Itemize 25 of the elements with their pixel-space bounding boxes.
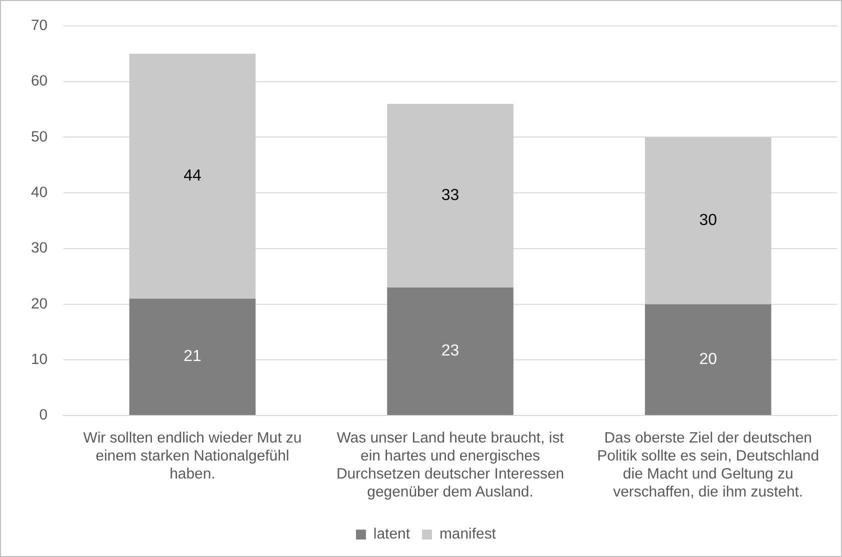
x-tick-label: Wir sollten endlich wieder Mut zu einem starken Nationalgefühl haben. xyxy=(83,430,302,482)
data-label: 23 xyxy=(441,342,460,360)
y-tick-label: 60 xyxy=(30,72,48,90)
bar xyxy=(387,104,514,288)
legend-label: manifest xyxy=(439,526,497,543)
bar xyxy=(129,298,256,416)
y-tick-label: 30 xyxy=(30,240,48,257)
data-label: 20 xyxy=(699,351,718,368)
y-tick-label: 70 xyxy=(30,17,48,34)
bar xyxy=(387,287,514,416)
bar xyxy=(644,137,772,304)
data-label: 44 xyxy=(184,168,202,185)
bar xyxy=(644,304,772,416)
y-tick-label: 20 xyxy=(30,295,48,312)
y-tick-label: 0 xyxy=(39,406,48,424)
x-tick-label: Was unser Land heute braucht, ist ein hartes und energisches Durchsetzen deutscher Interessen gegenüber dem Ausland. xyxy=(336,430,565,500)
data-label: 30 xyxy=(699,212,718,230)
y-tick-label: 40 xyxy=(30,184,48,202)
y-tick-label: 10 xyxy=(30,350,48,368)
x-tick-label: Das oberste Ziel der deutschen Politik sollte es sein, Deutschland die Macht und Geltung zu verschaffen, die ihm zusteht. xyxy=(597,430,820,500)
bar xyxy=(129,54,256,299)
data-label: 33 xyxy=(441,187,460,204)
legend-label: latent xyxy=(373,526,411,543)
data-label: 21 xyxy=(184,348,202,366)
y-tick-label: 50 xyxy=(30,128,48,146)
